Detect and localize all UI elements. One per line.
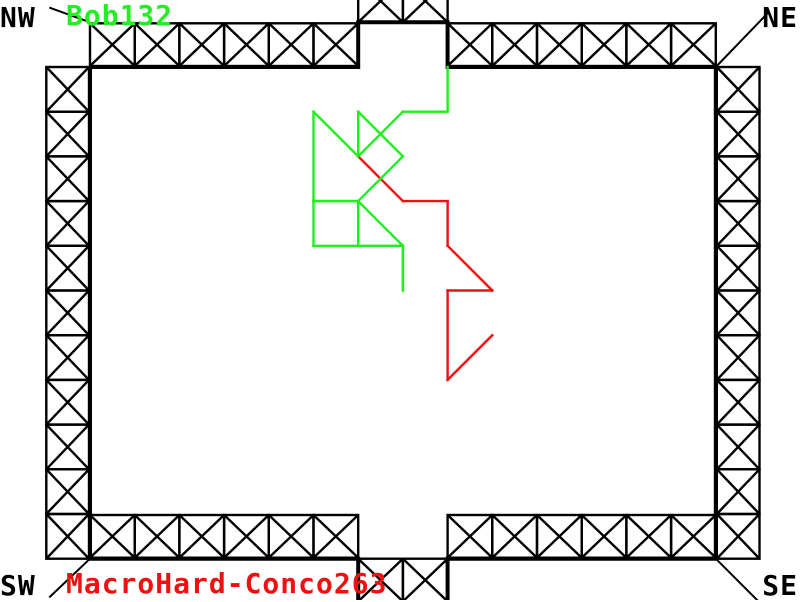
field-walls [45, 0, 761, 600]
move-segment-top [356, 154, 405, 203]
corner-ne-diagonal [715, 11, 770, 68]
corner-label-se: SE [762, 569, 798, 602]
move-segment-top [356, 110, 405, 159]
corner-label-sw: SW [0, 569, 36, 602]
corner-diagonals [48, 6, 770, 600]
move-segment-bottom [445, 244, 494, 293]
goal-cell-top [401, 0, 449, 24]
goal-cell-top [357, 0, 405, 24]
corner-se-diagonal [715, 557, 759, 600]
corner-label-ne: NE [762, 1, 798, 34]
bottom-player-name: MacroHard-Conco263 [66, 567, 388, 600]
field-boundary [88, 20, 718, 600]
field-outline [88, 20, 718, 600]
corner-sw-diagonal [48, 557, 91, 599]
move-segment-top [356, 199, 405, 248]
move-segment-top [311, 110, 360, 159]
top-player-name: Bob132 [66, 0, 174, 32]
move-lines [311, 65, 494, 382]
move-segment-bottom [445, 333, 494, 382]
corner-label-nw: NW [0, 1, 36, 34]
corner-nw-diagonal [48, 6, 91, 24]
